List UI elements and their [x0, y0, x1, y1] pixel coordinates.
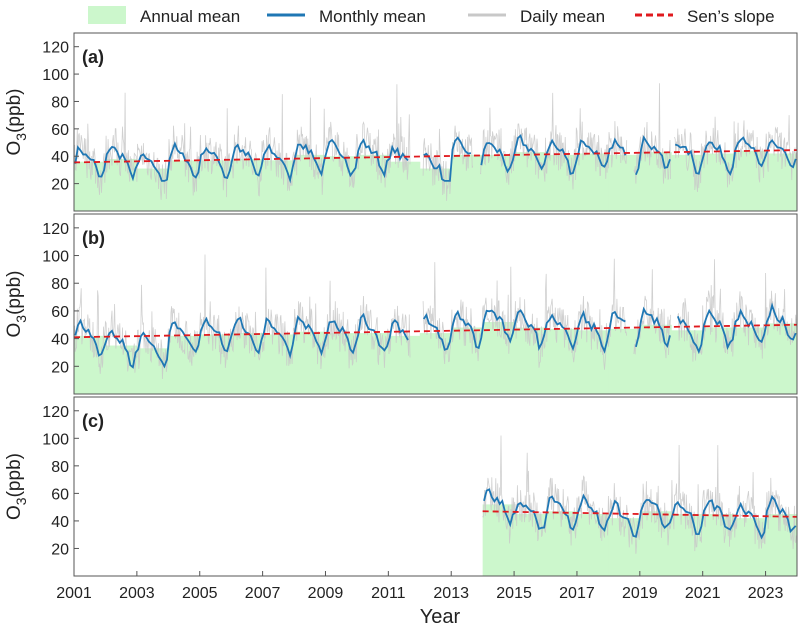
x-tick-label: 2015: [496, 585, 532, 602]
annual-mean-bar: [576, 514, 609, 576]
x-tick-label: 2013: [433, 585, 469, 602]
legend-label: Sen’s slope: [687, 7, 775, 26]
panel-0: 20 40 60 80 100 120 (a) O3(ppb): [4, 32, 798, 212]
panel-label: (b): [82, 228, 105, 248]
sens-slope-line: [482, 510, 797, 518]
x-tick-label: 2019: [622, 585, 658, 602]
y-axis-title: O3(ppb): [4, 271, 29, 338]
y-tick-label: 60: [51, 486, 69, 503]
y-tick-label: 20: [51, 541, 69, 558]
x-tick-label: 2005: [182, 585, 218, 602]
panel-plot-area: [74, 83, 797, 211]
annual-mean-bar: [734, 327, 767, 394]
panel-label: (a): [82, 47, 104, 67]
y-tick-label: 80: [51, 276, 69, 293]
annual-mean-bar: [514, 514, 547, 576]
y-tick-label: 40: [51, 514, 69, 531]
annual-mean-bar: [482, 322, 515, 394]
y-tick-label: 40: [51, 149, 69, 166]
annual-mean-bar: [136, 168, 169, 211]
panel-frame: [73, 213, 798, 395]
annual-mean-bar: [231, 333, 264, 394]
annual-mean-bar: [356, 154, 389, 211]
annual-mean-bar: [388, 335, 421, 394]
y-tick-label: 120: [42, 404, 69, 421]
monthly-mean-line: [74, 302, 797, 369]
y-tick-label: 20: [51, 359, 69, 376]
annual-mean-bar: [576, 153, 609, 211]
y-tick-label: 60: [51, 122, 69, 139]
annual-mean-bar: [168, 160, 201, 211]
annual-mean-bar: [639, 324, 672, 394]
x-tick-label: 2001: [56, 585, 92, 602]
y-tick-label: 20: [51, 177, 69, 194]
y-tick-label: 60: [51, 304, 69, 321]
legend-label: Daily mean: [520, 7, 605, 26]
annual-mean-bar: [231, 158, 264, 211]
annual-mean-bar: [765, 323, 797, 394]
y-tick-label: 100: [42, 67, 69, 84]
legend-label: Monthly mean: [319, 7, 426, 26]
panel-plot-area: [482, 435, 797, 576]
legend-swatch-annual: [88, 6, 126, 24]
y-tick-label: 80: [51, 94, 69, 111]
x-tick-label: 2017: [559, 585, 595, 602]
x-axis-title: Year: [420, 606, 461, 628]
annual-mean-bar: [608, 328, 641, 394]
y-tick-label: 40: [51, 332, 69, 349]
sens-slope-line: [74, 323, 797, 339]
y-axis-title: O3(ppb): [4, 89, 29, 156]
x-tick-label: 2011: [371, 585, 406, 602]
daily-mean-line: [74, 83, 797, 201]
y-tick-label: 80: [51, 459, 69, 476]
y-axis-title: O3(ppb): [4, 453, 29, 520]
annual-mean-bar: [545, 328, 578, 394]
annual-mean-bar: [105, 345, 138, 394]
y-tick-label: 120: [42, 221, 69, 238]
x-tick-label: 2009: [308, 585, 344, 602]
annual-mean-bar: [734, 518, 767, 576]
panel-1: 20 40 60 80 100 120 (b) O3(ppb): [4, 213, 798, 395]
sens-slope-line: [74, 149, 797, 164]
panels: 20 40 60 80 100 120 (a) O3(ppb) 20 40 60 80 100 120 (b…: [4, 32, 798, 577]
panel-frame: [73, 396, 798, 577]
panel-frame: [73, 32, 798, 212]
annual-mean-bar: [608, 154, 641, 211]
annual-mean-bar: [356, 333, 389, 394]
annual-mean-bar: [168, 335, 201, 394]
x-axis: 2001 2003 2005 2007 2009 2011 2013 2015 2017 2019…: [56, 571, 783, 602]
legend: Annual mean Monthly mean Daily mean Sen’s s…: [88, 6, 775, 26]
monthly-mean-line: [74, 133, 797, 184]
annual-mean-bar: [734, 150, 767, 211]
y-tick-label: 100: [42, 249, 69, 266]
x-tick-label: 2003: [119, 585, 155, 602]
panel-2: 20 40 60 80 100 120 (c) O3(ppb): [4, 396, 798, 577]
legend-label: Annual mean: [140, 7, 240, 26]
annual-mean-bar: [419, 333, 452, 394]
y-tick-label: 120: [42, 40, 69, 57]
y-tick-label: 100: [42, 431, 69, 448]
panel-plot-area: [74, 254, 797, 394]
annual-mean-bar: [639, 152, 672, 211]
annual-mean-bar: [514, 152, 547, 211]
x-tick-label: 2007: [245, 585, 281, 602]
monthly-mean-line: [483, 488, 797, 540]
x-tick-label: 2023: [748, 585, 784, 602]
panel-label: (c): [82, 411, 104, 431]
x-tick-label: 2021: [685, 585, 721, 602]
annual-mean-bar: [765, 514, 797, 576]
